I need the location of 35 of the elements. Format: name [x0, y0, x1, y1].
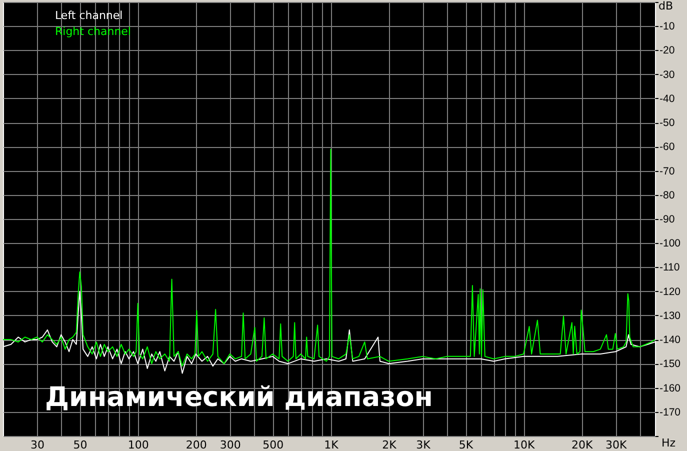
y-axis-title: dB [658, 0, 674, 12]
y-tick-label: -20 [660, 44, 675, 57]
annotation: Динамический диапазон [45, 382, 433, 413]
y-tick-label: -170 [660, 406, 681, 418]
y-tick-label: -110 [660, 262, 680, 274]
y-tick-label: -30 [660, 68, 675, 81]
y-tick-label: -90 [660, 214, 675, 226]
x-tick-label: 100 [128, 438, 149, 451]
y-tick-label: -120 [660, 286, 681, 298]
x-tick-label: 30 [30, 438, 44, 451]
y-tick-label: -150 [660, 358, 681, 370]
x-tick-label: 500 [262, 438, 284, 451]
y-tick-label: -40 [660, 92, 675, 105]
x-tick-label: 1K [324, 438, 340, 451]
y-tick-label: -60 [660, 141, 675, 154]
x-tick-label: 50 [73, 438, 88, 451]
x-tick-label: 20K [572, 438, 594, 451]
x-tick-label: 200 [186, 438, 207, 451]
x-tick-label: 3K [416, 438, 432, 451]
y-tick-label: -160 [660, 382, 681, 394]
y-tick-label: -130 [660, 310, 681, 322]
x-tick-label: 30K [606, 438, 628, 451]
x-tick-label: 10K [513, 438, 536, 451]
y-tick-label: -100 [660, 238, 681, 250]
y-tick-label: -80 [660, 189, 675, 202]
text: Left channel [55, 9, 123, 22]
y-tick-label: -50 [660, 117, 675, 130]
x-tick-label: 300 [220, 438, 241, 451]
x-tick-label: 5K [458, 438, 474, 451]
x-tick-label: 2K [382, 438, 398, 451]
y-tick-label: -140 [660, 334, 681, 346]
y-tick-label: -10 [660, 20, 675, 33]
y-tick-label: -70 [660, 165, 675, 178]
text: Right channel [55, 25, 131, 38]
x-axis-title: Hz [662, 436, 676, 450]
